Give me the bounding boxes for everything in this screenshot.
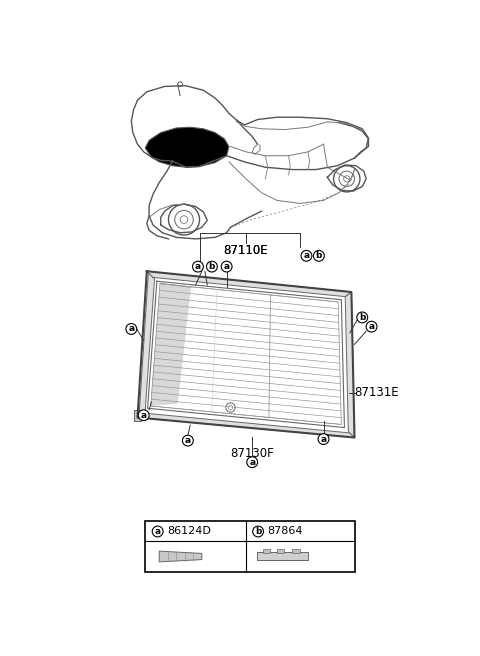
Text: 87131E: 87131E bbox=[355, 386, 399, 400]
Text: b: b bbox=[359, 313, 365, 322]
FancyBboxPatch shape bbox=[263, 549, 271, 554]
Circle shape bbox=[192, 261, 204, 272]
Polygon shape bbox=[345, 292, 355, 438]
Circle shape bbox=[334, 166, 360, 192]
Text: a: a bbox=[195, 262, 201, 271]
Polygon shape bbox=[147, 271, 351, 297]
Circle shape bbox=[339, 171, 355, 186]
Text: b: b bbox=[209, 262, 215, 271]
Polygon shape bbox=[139, 273, 155, 416]
Circle shape bbox=[126, 323, 137, 335]
Circle shape bbox=[206, 261, 217, 272]
Circle shape bbox=[180, 216, 188, 224]
Text: a: a bbox=[185, 436, 191, 445]
Text: a: a bbox=[141, 411, 147, 420]
FancyBboxPatch shape bbox=[145, 522, 355, 571]
Text: b: b bbox=[255, 527, 261, 536]
Polygon shape bbox=[151, 283, 191, 406]
Circle shape bbox=[252, 526, 264, 537]
Circle shape bbox=[168, 204, 200, 235]
FancyBboxPatch shape bbox=[292, 549, 300, 554]
Polygon shape bbox=[133, 410, 142, 421]
Text: 87864: 87864 bbox=[267, 527, 303, 537]
Circle shape bbox=[138, 410, 149, 420]
Text: a: a bbox=[224, 262, 230, 271]
Circle shape bbox=[175, 211, 193, 229]
Circle shape bbox=[318, 434, 329, 445]
Polygon shape bbox=[159, 551, 202, 562]
Text: a: a bbox=[249, 458, 255, 466]
Text: 87110E: 87110E bbox=[224, 244, 268, 257]
FancyBboxPatch shape bbox=[276, 549, 285, 554]
Polygon shape bbox=[257, 552, 308, 560]
Circle shape bbox=[313, 251, 324, 261]
Circle shape bbox=[366, 321, 377, 332]
Text: a: a bbox=[369, 322, 374, 331]
Polygon shape bbox=[137, 413, 355, 438]
Circle shape bbox=[247, 457, 258, 468]
Text: 87130F: 87130F bbox=[230, 447, 274, 460]
Text: 87110E: 87110E bbox=[224, 244, 268, 257]
Text: a: a bbox=[128, 325, 134, 333]
Circle shape bbox=[178, 82, 182, 87]
Circle shape bbox=[226, 403, 235, 412]
Circle shape bbox=[344, 176, 350, 182]
Circle shape bbox=[301, 251, 312, 261]
Circle shape bbox=[357, 312, 368, 323]
Text: a: a bbox=[155, 527, 161, 536]
Text: a: a bbox=[321, 434, 326, 443]
Circle shape bbox=[152, 526, 163, 537]
Circle shape bbox=[182, 435, 193, 446]
Text: a: a bbox=[303, 251, 310, 260]
Text: b: b bbox=[316, 251, 322, 260]
Circle shape bbox=[221, 261, 232, 272]
Text: 86124D: 86124D bbox=[167, 527, 211, 537]
Circle shape bbox=[228, 405, 233, 410]
Polygon shape bbox=[145, 127, 229, 167]
